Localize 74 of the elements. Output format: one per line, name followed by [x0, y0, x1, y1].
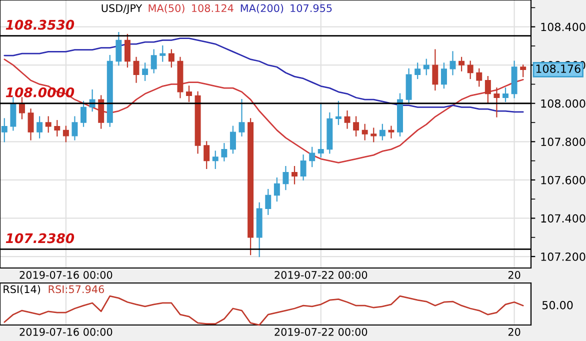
candlestick	[72, 116, 78, 140]
candlestick	[318, 102, 324, 158]
candlestick	[265, 188, 272, 215]
candlestick	[36, 116, 43, 138]
candlestick	[124, 34, 130, 68]
x-tick-label: 2019-07-16 00:00	[20, 328, 112, 336]
x-tick-label: 2019-07-16 00:00	[20, 270, 112, 279]
candlestick	[230, 126, 236, 154]
candlestick	[476, 68, 482, 87]
candlestick	[98, 95, 104, 129]
annotation: 108.124	[192, 4, 234, 12]
x-tick-label: 20	[508, 270, 520, 279]
candlestick	[10, 97, 16, 131]
x-tick-label: 2019-07-22 00:00	[274, 328, 368, 336]
candlestick	[221, 143, 228, 162]
candlestick	[370, 128, 377, 142]
candlestick	[18, 97, 25, 120]
candlestick	[467, 60, 474, 80]
candlestick	[160, 45, 166, 62]
candlestick	[133, 56, 140, 83]
candlestick	[353, 116, 360, 136]
text: 50.00	[542, 300, 573, 310]
candlestick	[186, 86, 192, 102]
candlestick	[502, 88, 508, 102]
candlestick	[168, 49, 174, 68]
candlestick	[520, 64, 526, 78]
y-tick-label: 107.800	[541, 138, 586, 146]
ref-line-label: 108.3530	[6, 20, 74, 30]
text: RSI(14)	[4, 285, 40, 294]
candlestick	[292, 166, 298, 184]
candlestick	[142, 62, 148, 81]
candlestick	[204, 141, 210, 170]
y-tick-label: 107.600	[541, 176, 586, 184]
y-tick-label: 107.200	[541, 252, 586, 261]
ref-line-label: 107.2380	[6, 233, 74, 244]
candlestick	[282, 166, 289, 190]
candlestick	[388, 126, 394, 138]
y-tick-label: 108.000	[541, 99, 586, 108]
candlestick	[440, 62, 447, 89]
candlestick	[344, 110, 350, 129]
x-tick-label: 2019-07-22 00:00	[274, 270, 368, 279]
candlestick	[54, 120, 60, 136]
candlestick	[1, 118, 8, 142]
candlestick	[45, 116, 52, 133]
candlestick	[458, 56, 465, 72]
candlestick	[450, 51, 456, 76]
candlestick	[80, 100, 87, 127]
y-tick-label: 108.400	[541, 22, 586, 32]
candlestick	[423, 58, 430, 76]
candlestick	[62, 126, 69, 142]
candlestick	[335, 100, 342, 125]
candlestick	[274, 177, 280, 202]
candlestick	[494, 88, 500, 118]
line-series	[4, 58, 524, 164]
candlestick	[484, 76, 491, 104]
annotation: 107.955	[290, 4, 332, 12]
candlestick	[379, 124, 386, 140]
candlestick	[300, 154, 306, 180]
candlestick	[238, 98, 245, 136]
text: MA(50)	[148, 4, 184, 14]
line-series	[4, 38, 524, 113]
candlestick	[150, 49, 157, 74]
candlestick	[414, 62, 421, 80]
text: RSI:57.946	[48, 285, 104, 294]
candlestick	[116, 32, 122, 66]
candlestick	[362, 124, 368, 140]
y-tick-label: 107.400	[541, 214, 586, 223]
candlestick	[309, 146, 316, 168]
candlestick	[28, 108, 34, 140]
candlestick	[212, 150, 218, 170]
candlestick	[432, 49, 438, 91]
annotation: USD/JPY	[102, 4, 142, 14]
x-tick-label: 20	[508, 328, 520, 336]
text: MA(200)	[240, 4, 284, 14]
